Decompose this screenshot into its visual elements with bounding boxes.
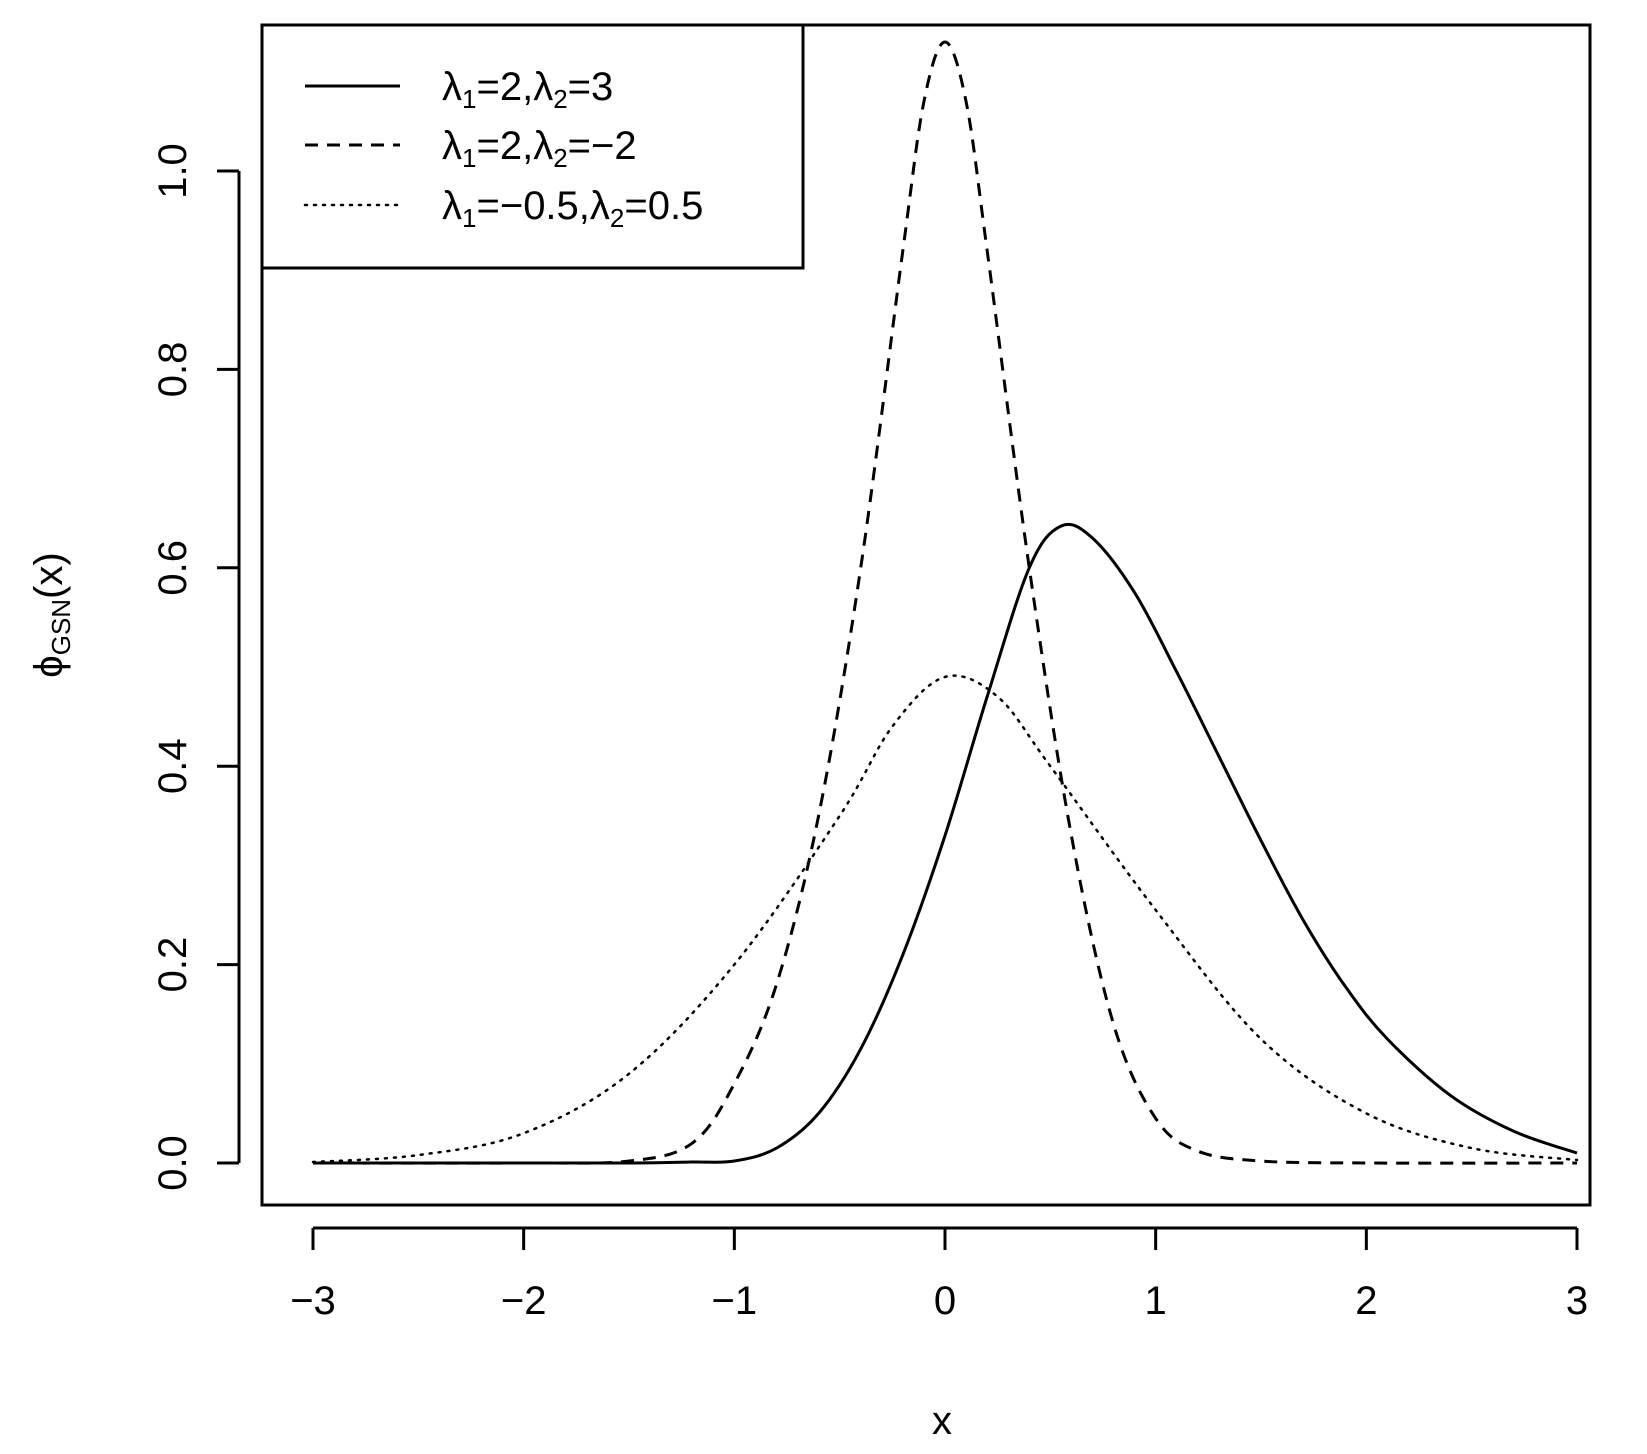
x-axis-label: x: [932, 1399, 952, 1443]
x-tick-label: 2: [1355, 1279, 1377, 1323]
y-tick-label: 1.0: [151, 143, 195, 199]
legend-label-2: λ1=2,λ2=−2: [442, 124, 637, 173]
x-tick-label: 0: [934, 1279, 956, 1323]
x-axis: −3 −2 −1 0 1 2 3: [290, 1226, 1588, 1323]
plot-frame: [260, 23, 1592, 1207]
x-tick-label: −1: [712, 1279, 758, 1323]
x-tick-label: −3: [290, 1279, 336, 1323]
x-tick-label: −2: [501, 1279, 547, 1323]
x-tick-label: 1: [1145, 1279, 1167, 1323]
y-tick-label: 0.6: [151, 540, 195, 596]
x-tick-label: 3: [1566, 1279, 1588, 1323]
y-axis-label: ϕGSN(x): [27, 552, 76, 677]
series-layer: [311, 40, 1579, 1165]
legend: λ1=2,λ2=3 λ1=2,λ2=−2 λ1=−0.5,λ2=0.5: [260, 23, 805, 270]
y-tick-label: 0.2: [151, 937, 195, 993]
y-tick-label: 0.4: [151, 738, 195, 794]
y-axis-label-rest: (x): [27, 552, 71, 599]
series-line-dashed: [312, 40, 1578, 1165]
y-tick-label: 0.0: [151, 1135, 195, 1191]
y-axis: 0.0 0.2 0.4 0.6 0.8 1.0: [151, 143, 241, 1191]
legend-label-1: λ1=2,λ2=3: [442, 65, 613, 114]
series-line-dotted: [311, 674, 1579, 1164]
legend-label-3: λ1=−0.5,λ2=0.5: [442, 184, 703, 233]
y-tick-label: 0.8: [151, 342, 195, 398]
y-axis-label-sub: GSN: [46, 599, 76, 655]
series-line-solid: [313, 522, 1578, 1165]
y-axis-label-phi: ϕ: [27, 655, 71, 677]
